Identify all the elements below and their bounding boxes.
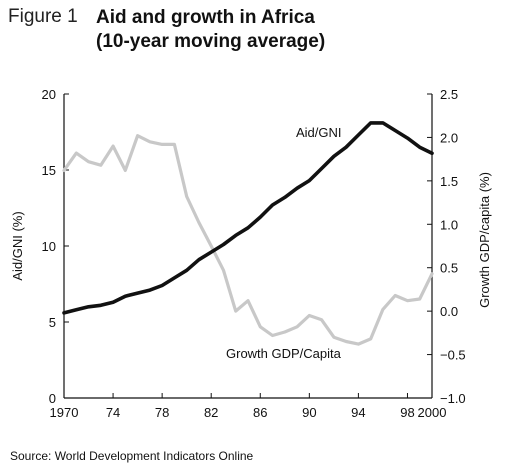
y-left-tick-label: 5: [49, 315, 56, 330]
y-right-tick-label: 0.0: [440, 304, 458, 319]
figure-title: Aid and growth in Africa (10-year moving…: [96, 6, 325, 54]
y-right-tick-label: 0.5: [440, 261, 458, 276]
growth-gdp-capita-line: [62, 134, 434, 346]
y-right-tick-label: 1.0: [440, 217, 458, 232]
figure-label: Figure 1: [8, 6, 78, 27]
x-tick-label: 82: [204, 405, 218, 420]
x-tick-label: 74: [106, 405, 120, 420]
aid-gni-line: [62, 121, 434, 315]
axes: 0 5 10 15 20 −1.0 −0.5 0.0 0.5 1.0 1.5 2.0 2.5 1970 74…: [42, 87, 466, 420]
y-right-tick-label: 2.0: [440, 130, 458, 145]
series-label-aid-gni: Aid/GNI: [296, 125, 342, 140]
series-label-growth: Growth GDP/Capita: [226, 346, 342, 361]
y-right-tick-label: 2.5: [440, 87, 458, 102]
x-tick-label: 1970: [50, 405, 79, 420]
source-note: Source: World Development Indicators Onl…: [10, 449, 254, 463]
x-tick-label: 78: [155, 405, 169, 420]
y-left-tick-label: 10: [42, 239, 56, 254]
y-left-axis-label: Aid/GNI (%): [10, 211, 25, 280]
figure-title-line-1: Aid and growth in Africa: [96, 7, 315, 28]
x-tick-label: 94: [351, 405, 365, 420]
y-left-tick-label: 0: [49, 391, 56, 406]
y-right-tick-label: 1.5: [440, 174, 458, 189]
series-layer: [62, 121, 434, 346]
y-right-axis-label: Growth GDP/capita (%): [477, 172, 492, 308]
x-tick-label: 86: [253, 405, 267, 420]
figure-title-line-2: (10-year moving average): [96, 31, 326, 52]
x-tick-label: 2000: [418, 405, 447, 420]
y-left-tick-label: 15: [42, 163, 56, 178]
x-tick-label: 90: [302, 405, 316, 420]
aid-growth-chart: 0 5 10 15 20 −1.0 −0.5 0.0 0.5 1.0 1.5 2.0 2.5 1970 74…: [10, 87, 492, 420]
y-left-tick-label: 20: [42, 87, 56, 102]
x-tick-label: 98: [400, 405, 414, 420]
y-right-tick-label: −1.0: [440, 391, 466, 406]
y-right-tick-label: −0.5: [440, 348, 466, 363]
